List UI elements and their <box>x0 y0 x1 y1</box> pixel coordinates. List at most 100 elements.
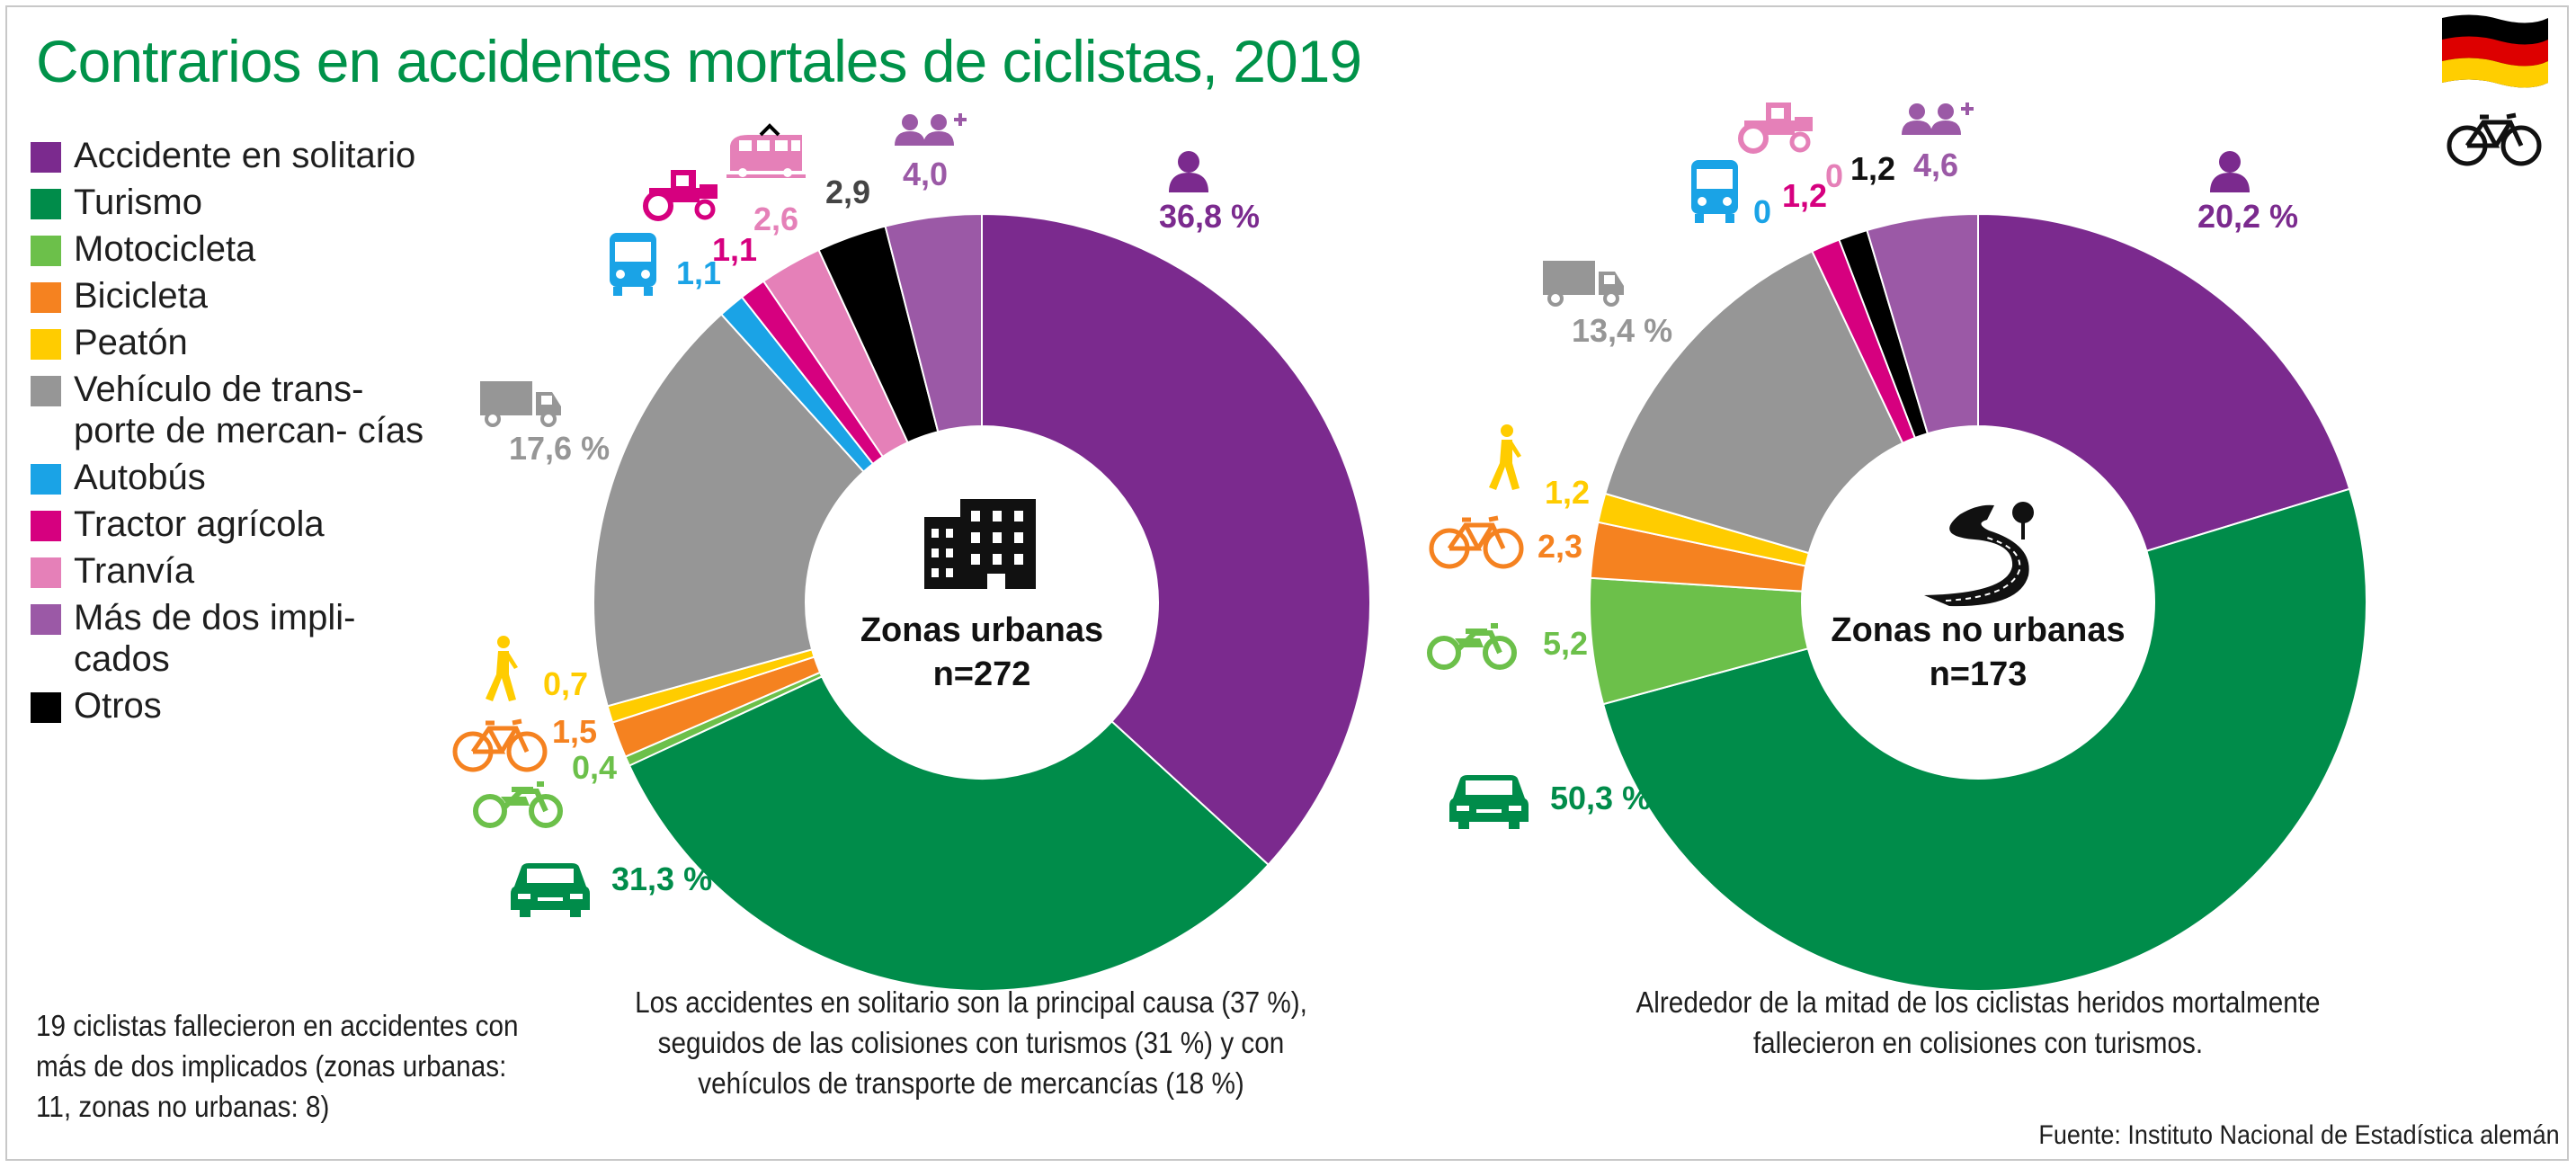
legend-swatch <box>31 692 61 723</box>
bus-icon <box>610 233 656 296</box>
legend-label: Más de dos impli- cados <box>74 598 356 679</box>
car-icon <box>1449 775 1529 829</box>
legend-label: Otros <box>74 686 162 726</box>
legend-swatch <box>31 376 61 406</box>
legend-label: Bicicleta <box>74 276 208 316</box>
winding-road-icon <box>1924 502 2034 607</box>
label-urban-solitario: 36,8 % <box>1159 198 1260 235</box>
legend-swatch <box>31 189 61 219</box>
legend-label: Tranvía <box>74 551 195 591</box>
label-urban-tractor: 1,1 <box>712 231 757 268</box>
legend-label: Tractor agrícola <box>74 504 325 544</box>
tractor-icon <box>1741 103 1813 151</box>
legend-label: Turismo <box>74 183 202 222</box>
legend-swatch <box>31 142 61 173</box>
pedestrian-icon <box>486 636 518 701</box>
slice-urban-0 <box>981 212 1371 867</box>
slice-urban-5 <box>593 313 865 708</box>
donut-chart-rural <box>1589 212 2367 992</box>
label-rural-autobus: 0 <box>1753 193 1771 230</box>
footnote: 19 ciclistas fallecieron en accidentes c… <box>36 1009 519 1123</box>
bicycle-icon <box>2449 115 2539 164</box>
buildings-icon <box>924 499 1036 589</box>
label-rural-tractor: 1,2 <box>1782 177 1827 214</box>
slice-urban-1 <box>628 675 1270 993</box>
legend-item-mercancias: Vehículo de trans- porte de mercan- cías <box>31 369 433 451</box>
tram-icon <box>725 124 807 180</box>
people-plus-icon <box>1902 103 1974 135</box>
person-icon <box>1169 151 1208 192</box>
label-urban-motocicleta: 0,4 <box>572 749 617 786</box>
bicycle-icon <box>1431 518 1521 566</box>
slice-rural-5 <box>1604 250 1904 555</box>
label-urban-otros: 2,9 <box>825 174 870 210</box>
slice-rural-10 <box>1866 212 1979 435</box>
label-rural-tranvia: 0 <box>1825 157 1843 194</box>
legend-item-autobus: Autobús <box>31 457 433 498</box>
legend-item-tranvia: Tranvía <box>31 550 433 592</box>
legend-label: Accidente en solitario <box>74 136 416 175</box>
center-title-urban: Zonas urbanas <box>860 611 1103 649</box>
legend-label: Autobús <box>74 458 206 497</box>
legend-label: Vehículo de trans- porte de mercan- cías <box>74 370 424 450</box>
label-urban-bicicleta: 1,5 <box>552 713 597 750</box>
car-icon <box>511 863 590 917</box>
label-urban-peaton: 0,7 <box>543 665 588 702</box>
legend-item-tractor: Tractor agrícola <box>31 504 433 545</box>
source-note: Fuente: Instituto Nacional de Estadístic… <box>2038 1120 2560 1150</box>
germany-flag-icon <box>2442 14 2548 88</box>
label-urban-tranvia: 2,6 <box>753 201 798 237</box>
legend-item-motocicleta: Motocicleta <box>31 228 433 270</box>
label-rural-turismo: 50,3 % <box>1550 780 1651 816</box>
tractor-icon <box>646 170 718 218</box>
label-rural-solitario: 20,2 % <box>2197 198 2298 235</box>
motorcycle-icon <box>1430 626 1514 667</box>
people-plus-icon <box>895 113 967 146</box>
label-rural-otros: 1,2 <box>1850 150 1895 187</box>
legend-swatch <box>31 329 61 360</box>
label-urban-turismo: 31,3 % <box>611 860 712 897</box>
truck-icon <box>478 379 563 427</box>
legend-label: Motocicleta <box>74 229 256 269</box>
caption-urban: Los accidentes en solitario son la princ… <box>635 985 1307 1100</box>
center-title-rural: Zonas no urbanas <box>1831 611 2125 649</box>
legend-item-peaton: Peatón <box>31 322 433 363</box>
legend-swatch <box>31 464 61 495</box>
label-urban-mercancias: 17,6 % <box>509 430 610 467</box>
legend-item-otros: Otros <box>31 685 433 727</box>
person-icon <box>2210 151 2250 192</box>
label-rural-mas-de-dos: 4,6 <box>1913 147 1958 183</box>
legend-label: Peatón <box>74 323 188 362</box>
motorcycle-icon <box>476 784 560 825</box>
legend-swatch <box>31 236 61 266</box>
center-n-urban: n=272 <box>933 655 1031 693</box>
donut-chart-urban <box>593 212 1371 993</box>
label-rural-motocicleta: 5,2 <box>1543 625 1588 662</box>
legend-swatch <box>31 511 61 541</box>
legend-swatch <box>31 604 61 635</box>
truck-icon <box>1541 259 1626 307</box>
chart-title: Contrarios en accidentes mortales de cic… <box>36 28 1362 94</box>
legend: Accidente en solitario Turismo Motocicle… <box>31 135 433 732</box>
legend-swatch <box>31 282 61 313</box>
label-urban-mas-de-dos: 4,0 <box>903 156 948 192</box>
caption-rural: Alrededor de la mitad de los ciclistas h… <box>1636 985 2321 1059</box>
slice-urban-10 <box>884 212 983 433</box>
legend-swatch <box>31 557 61 588</box>
slice-rural-0 <box>1977 212 2351 552</box>
bicycle-icon <box>455 721 545 770</box>
image-frame <box>5 5 2569 1161</box>
slice-rural-1 <box>1601 487 2367 992</box>
legend-item-bicicleta: Bicicleta <box>31 275 433 317</box>
label-rural-mercancias: 13,4 % <box>1572 312 1672 349</box>
pedestrian-icon <box>1489 424 1521 490</box>
legend-item-mas-de-dos: Más de dos impli- cados <box>31 597 433 680</box>
label-rural-bicicleta: 2,3 <box>1538 528 1582 565</box>
label-rural-peaton: 1,2 <box>1545 474 1590 511</box>
bus-icon <box>1691 160 1738 223</box>
legend-item-accidente-solitario: Accidente en solitario <box>31 135 433 176</box>
center-n-rural: n=173 <box>1930 655 2028 693</box>
label-urban-autobus: 1,1 <box>676 254 721 291</box>
legend-item-turismo: Turismo <box>31 182 433 223</box>
